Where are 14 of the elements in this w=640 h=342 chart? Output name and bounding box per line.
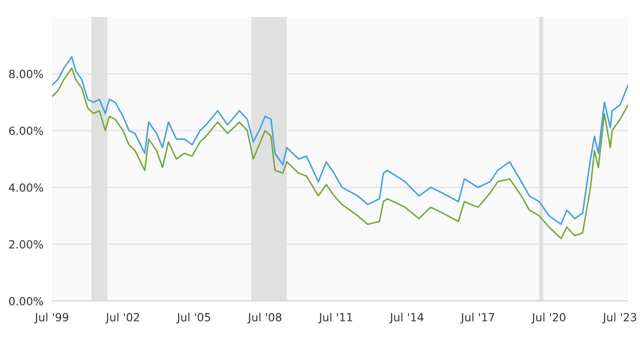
x-tick-label: Jul '99 [34, 312, 68, 324]
x-tick-label: Jul '02 [105, 312, 139, 324]
x-tick-label: Jul '05 [176, 312, 210, 324]
y-tick-label: 8.00% [9, 70, 44, 78]
x-tick-label: Jul '11 [318, 312, 352, 324]
x-tick-label: Jul '14 [389, 312, 424, 324]
x-tick-label: Jul '20 [531, 312, 566, 324]
y-tick-label: 0.00% [9, 296, 44, 306]
y-tick-label: 4.00% [8, 183, 44, 192]
y-tick-label: 2.00% [9, 240, 44, 249]
x-tick-label: Jul '08 [247, 312, 282, 324]
y-tick-label: 6.00% [9, 126, 44, 135]
x-tick-label: Jul '17 [460, 312, 494, 324]
x-tick-label: Jul '23 [602, 312, 636, 324]
